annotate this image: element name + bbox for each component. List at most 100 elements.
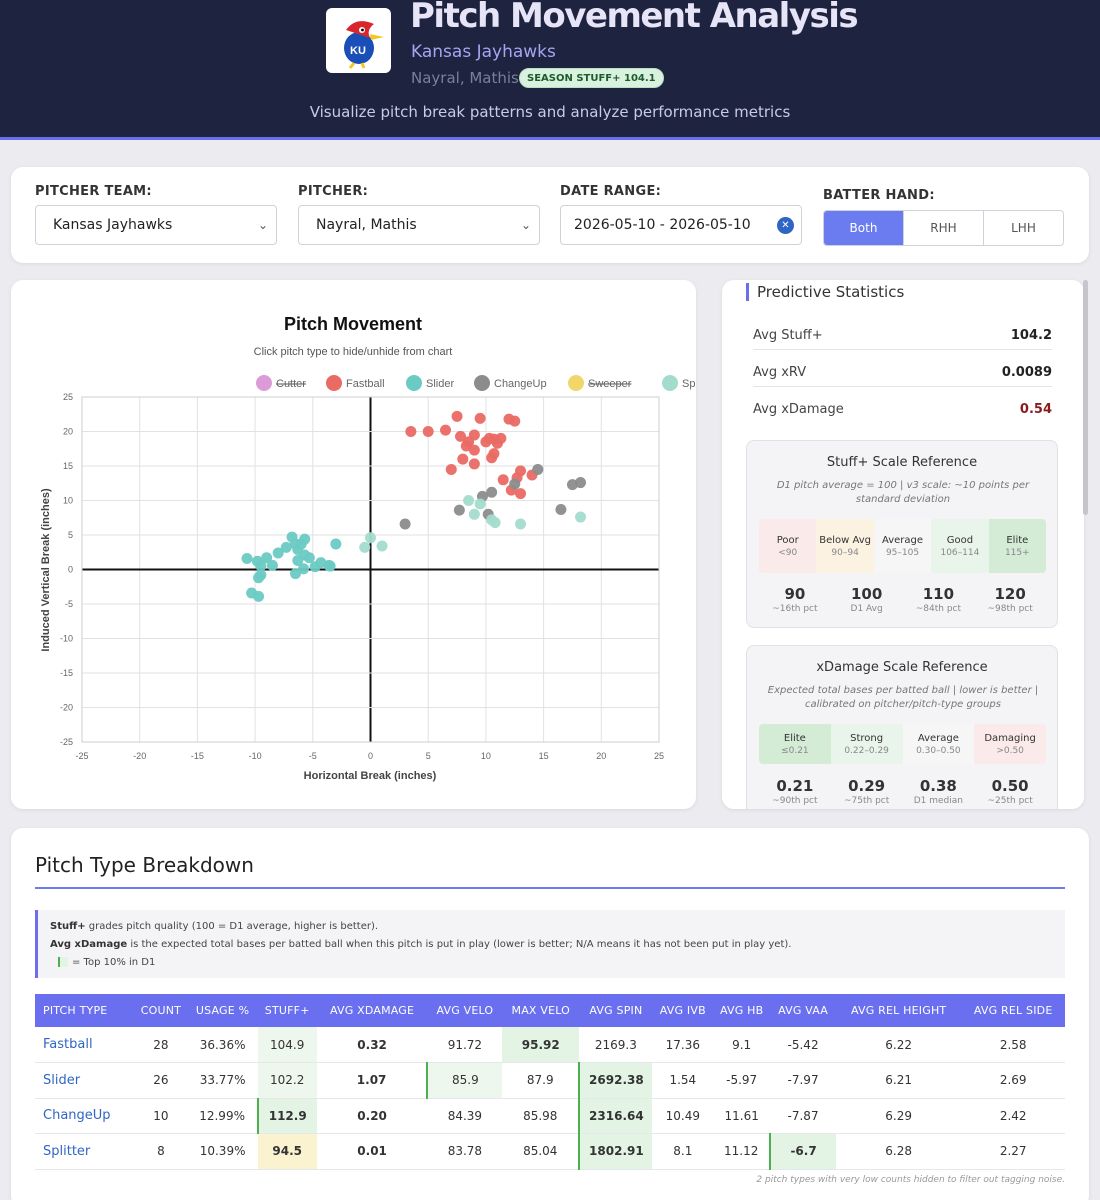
point-slider — [255, 560, 267, 572]
stats-scrollbar[interactable] — [1083, 280, 1088, 515]
table-cell: 8 — [134, 1133, 188, 1170]
clear-icon[interactable]: ✕ — [777, 217, 794, 234]
stat-label: Avg xRV — [753, 365, 807, 380]
table-cell: -5.42 — [770, 1027, 836, 1063]
column-header[interactable]: AVG HB — [713, 994, 771, 1027]
point-fastball — [495, 432, 507, 444]
tier-range: 115+ — [1004, 547, 1030, 558]
point-fastball — [509, 415, 521, 427]
pitch-type-link[interactable]: ChangeUp — [35, 1098, 135, 1134]
pitch-type-link[interactable]: Fastball — [35, 1027, 135, 1063]
point-changeup — [509, 478, 521, 490]
batter-hand-rhh[interactable]: RHH — [904, 211, 984, 245]
pitch-type-link[interactable]: Slider — [35, 1062, 135, 1099]
point-slider — [289, 568, 301, 580]
column-header[interactable]: AVG VAA — [770, 994, 836, 1027]
table-cell: -7.87 — [770, 1098, 836, 1134]
point-changeup — [399, 518, 411, 530]
table-cell: 26 — [134, 1062, 188, 1099]
tick-value: 0.38 — [919, 777, 957, 795]
table-cell: 28 — [134, 1027, 188, 1063]
table-cell: 2.42 — [961, 1098, 1065, 1134]
scale-tier: Strong 0.22–0.29 — [830, 724, 903, 764]
date-range-value: 2026-05-10 - 2026-05-10 — [574, 217, 751, 233]
legend-top10-text: = Top 10% in D1 — [72, 957, 156, 968]
batter-hand-both[interactable]: Both — [824, 211, 904, 245]
table-cell: 91.72 — [427, 1027, 503, 1063]
tick-percentile: ~75th pct — [843, 796, 890, 806]
legend-item-cutter[interactable]: Cutter — [256, 375, 306, 391]
scale-tick: 100 D1 Avg — [831, 585, 903, 614]
column-header[interactable]: AVG SPIN — [579, 994, 653, 1027]
column-header[interactable]: PITCH TYPE — [35, 994, 135, 1027]
table-cell: 2.58 — [961, 1027, 1065, 1063]
point-splitter — [359, 541, 371, 553]
column-header[interactable]: STUFF+ — [257, 994, 317, 1027]
pitcher-select-value: Nayral, Mathis — [316, 217, 417, 233]
point-fastball — [515, 488, 527, 500]
team-select-value: Kansas Jayhawks — [53, 217, 173, 233]
legend-item-slider[interactable]: Slider — [406, 375, 454, 391]
point-fastball — [486, 452, 498, 464]
date-range-input[interactable]: 2026-05-10 - 2026-05-10 ✕ — [560, 205, 802, 245]
column-header[interactable]: AVG VELO — [427, 994, 503, 1027]
table-row[interactable]: Splitter 8 10.39% 94.5 0.01 83.78 85.04 1802.91… — [35, 1133, 1065, 1170]
point-splitter — [474, 498, 486, 510]
legend-stuff-term: Stuff+ — [50, 921, 86, 932]
legend-label: Splitter — [682, 378, 696, 390]
column-header[interactable]: USAGE % — [187, 994, 258, 1027]
legend-item-changeup[interactable]: ChangeUp — [474, 375, 547, 391]
tick-value: 0.21 — [776, 777, 814, 795]
tick-percentile: ~25th pct — [987, 796, 1033, 806]
plot-area — [81, 396, 660, 743]
y-tick-label: -5 — [65, 599, 73, 609]
column-header[interactable]: AVG REL HEIGHT — [835, 994, 962, 1027]
xdamage-ref-title: xDamage Scale Reference — [816, 660, 988, 675]
team-select[interactable]: Kansas Jayhawks ⌄ — [35, 205, 277, 245]
tick-value: 110 — [922, 585, 955, 603]
chevron-down-icon: ⌄ — [257, 218, 268, 232]
scale-tier: Damaging >0.50 — [974, 724, 1046, 764]
tick-value: 90 — [784, 585, 806, 603]
table-cell: 17.36 — [652, 1027, 714, 1063]
table-row[interactable]: Fastball 28 36.36% 104.9 0.32 91.72 95.92 2169.… — [35, 1027, 1065, 1063]
table-cell: 1.54 — [652, 1062, 714, 1099]
column-header[interactable]: COUNT — [134, 994, 188, 1027]
column-header[interactable]: AVG REL SIDE — [961, 994, 1065, 1027]
column-header[interactable]: AVG IVB — [652, 994, 714, 1027]
table-cell: 9.1 — [713, 1027, 771, 1063]
point-splitter — [515, 518, 527, 530]
pitch-movement-chart: Pitch Movement Click pitch type to hide/… — [40, 314, 696, 782]
table-cell: 2316.64 — [578, 1098, 653, 1134]
legend-item-fastball[interactable]: Fastball — [326, 375, 385, 391]
legend-item-sweeper[interactable]: Sweeper — [568, 375, 632, 391]
stuff-ref-title: Stuff+ Scale Reference — [826, 455, 978, 470]
filters-panel: PITCHER TEAM: Kansas Jayhawks ⌄ PITCHER:… — [11, 167, 1089, 263]
column-header[interactable]: AVG XDAMAGE — [316, 994, 428, 1027]
table-row[interactable]: Slider 26 33.77% 102.2 1.07 85.9 87.9 2692.38 1.… — [35, 1062, 1065, 1099]
pitcher-select[interactable]: Nayral, Mathis ⌄ — [298, 205, 540, 245]
xdamage-ref-desc: Expected total bases per batted ball | l… — [767, 685, 1039, 710]
legend-item-splitter[interactable]: Splitter — [662, 375, 696, 391]
scale-tier: Below Avg 90–94 — [816, 519, 874, 573]
table-cell: -6.7 — [769, 1133, 836, 1170]
breakdown-legend: Stuff+ grades pitch quality (100 = D1 av… — [35, 910, 1065, 978]
tier-range: <90 — [778, 547, 798, 558]
legend-swatch — [406, 375, 422, 391]
legend-swatch — [474, 375, 490, 391]
pitch-type-link[interactable]: Splitter — [35, 1133, 135, 1170]
column-header[interactable]: MAX VELO — [502, 994, 580, 1027]
table-cell: 84.39 — [427, 1098, 503, 1134]
point-fastball — [455, 430, 467, 442]
tick-value: 0.50 — [991, 777, 1029, 795]
batter-hand-lhh[interactable]: LHH — [984, 211, 1063, 245]
stat-row-xrv: Avg xRV 0.0089 — [753, 351, 1052, 387]
point-changeup — [532, 463, 544, 475]
tier-label: Average — [917, 732, 959, 744]
pitcher-name: Nayral, Mathis — [411, 69, 519, 87]
point-fastball — [474, 412, 486, 424]
point-fastball — [457, 453, 469, 465]
table-row[interactable]: ChangeUp 10 12.99% 112.9 0.20 84.39 85.98 2316.… — [35, 1098, 1065, 1134]
scale-tier: Average 95–105 — [873, 519, 932, 573]
team-logo: KU — [326, 8, 391, 73]
